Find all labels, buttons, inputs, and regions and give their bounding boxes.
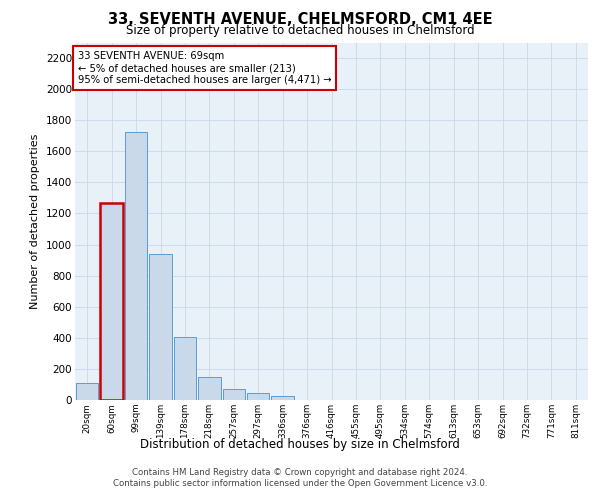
Text: Distribution of detached houses by size in Chelmsford: Distribution of detached houses by size …	[140, 438, 460, 451]
Text: 33, SEVENTH AVENUE, CHELMSFORD, CM1 4EE: 33, SEVENTH AVENUE, CHELMSFORD, CM1 4EE	[107, 12, 493, 28]
Text: Contains HM Land Registry data © Crown copyright and database right 2024.
Contai: Contains HM Land Registry data © Crown c…	[113, 468, 487, 487]
Bar	[125, 132, 148, 400]
Bar	[271, 396, 294, 400]
Y-axis label: Number of detached properties: Number of detached properties	[31, 134, 40, 309]
Bar	[76, 384, 98, 400]
Bar	[173, 337, 196, 400]
Bar	[198, 376, 221, 400]
Text: 33 SEVENTH AVENUE: 69sqm
← 5% of detached houses are smaller (213)
95% of semi-d: 33 SEVENTH AVENUE: 69sqm ← 5% of detache…	[77, 52, 331, 84]
Bar	[223, 389, 245, 400]
Bar	[149, 254, 172, 400]
Text: Size of property relative to detached houses in Chelmsford: Size of property relative to detached ho…	[125, 24, 475, 37]
Bar	[100, 204, 123, 400]
Bar	[247, 394, 269, 400]
